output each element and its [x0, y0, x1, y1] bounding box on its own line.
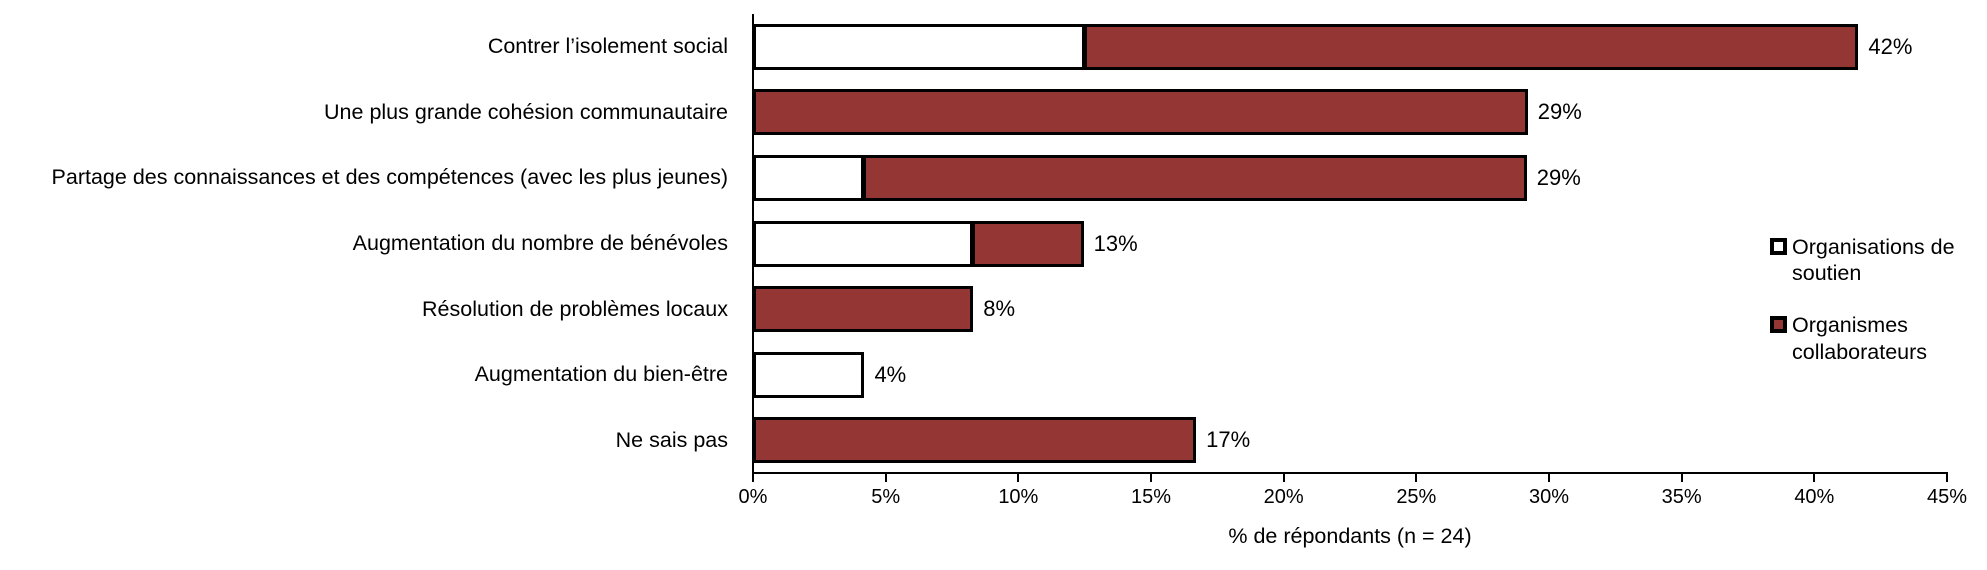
bar-row: Résolution de problèmes locaux 8% [0, 276, 1948, 342]
x-axis-tick-label: 0% [738, 486, 768, 508]
bar-value-label: 8% [983, 296, 1016, 322]
x-axis-tick-label: 35% [1661, 486, 1702, 508]
x-axis-tick-label: 5% [871, 486, 901, 508]
bar-value-label: 4% [874, 361, 907, 387]
x-axis-title: % de répondants (n = 24) [1228, 524, 1472, 548]
legend-entry: Organismes collaborateurs [1770, 312, 1957, 364]
bar-segment-organismes-collaborateurs [972, 220, 1084, 267]
bar-segment-organismes-collaborateurs [753, 89, 1528, 136]
bar-row: Contrer l’isolement social 42% [0, 14, 1948, 80]
x-axis-tick-label: 45% [1926, 486, 1968, 508]
bar-value-label: 29% [1537, 99, 1582, 125]
bar-track: 29% [753, 89, 1947, 136]
bar-row: Partage des connaissances et des compéte… [0, 145, 1948, 211]
bar-segment-organisations-de-soutien [753, 23, 1085, 70]
legend-marker-icon [1770, 316, 1787, 334]
category-label: Partage des connaissances et des compéte… [51, 165, 728, 190]
legend-label: Organisations de soutien [1792, 235, 1955, 286]
x-axis-tick [1548, 474, 1550, 482]
bar-rows-container: Contrer l’isolement social 42% Une plus gr… [0, 14, 1948, 473]
bar-segment-organismes-collaborateurs [863, 154, 1527, 201]
x-axis-tick [1415, 474, 1418, 482]
x-axis-tick-label: 40% [1794, 486, 1835, 508]
bar-segment-organisations-de-soutien [753, 351, 865, 398]
bar-value-label: 17% [1206, 427, 1251, 453]
chart-legend: Organisations de soutien Organismes colla… [1770, 234, 1957, 365]
bar-segment-organismes-collaborateurs [753, 417, 1197, 464]
category-label: Résolution de problèmes locaux [422, 296, 728, 321]
x-axis-tick [1150, 474, 1152, 482]
bar-row: Augmentation du bien-être 4% [0, 342, 1948, 408]
x-axis-tick-label: 15% [1130, 486, 1172, 508]
x-axis-tick [752, 474, 754, 482]
bar-segment-organismes-collaborateurs [753, 286, 974, 333]
bar-track: 29% [753, 154, 1947, 201]
bar-track: 13% [753, 220, 1947, 267]
bar-segment-organisations-de-soutien [753, 220, 974, 267]
x-axis-tick [1017, 474, 1020, 482]
bar-value-label: 13% [1093, 230, 1138, 256]
bar-row: Augmentation du nombre de bénévoles 13% [0, 211, 1948, 277]
category-label: Augmentation du bien-être [474, 362, 728, 387]
legend-entry: Organisations de soutien [1770, 234, 1957, 286]
x-axis-tick-label: 20% [1263, 486, 1304, 508]
bar-track: 8% [753, 286, 1947, 333]
x-axis-tick [1680, 474, 1683, 482]
bar-row: Une plus grande cohésion communautaire 29… [0, 80, 1948, 146]
x-axis-tick [1282, 474, 1285, 482]
x-axis-tick-label: 10% [998, 486, 1039, 508]
bar-value-label: 42% [1868, 33, 1913, 59]
x-axis-line [752, 472, 1948, 474]
bar-row: Ne sais pas 17% [0, 407, 1948, 473]
category-label: Ne sais pas [615, 427, 728, 452]
bar-track: 4% [753, 351, 1947, 398]
bar-segment-organismes-collaborateurs [1083, 23, 1859, 70]
category-label: Augmentation du nombre de bénévoles [352, 231, 728, 256]
x-axis-tick-label: 25% [1396, 486, 1437, 508]
category-label: Contrer l’isolement social [487, 34, 728, 59]
legend-label: Organismes collaborateurs [1792, 313, 1928, 364]
category-label: Une plus grande cohésion communautaire [324, 99, 728, 124]
x-axis-tick-label: 30% [1528, 486, 1570, 508]
bar-value-label: 29% [1536, 164, 1581, 190]
legend-marker-icon [1770, 238, 1787, 255]
y-axis-line [752, 14, 754, 474]
x-axis-tick [1813, 474, 1816, 482]
x-axis-tick [884, 474, 887, 482]
bar-track: 17% [753, 417, 1947, 464]
x-axis-tick [1946, 474, 1948, 482]
bar-segment-organisations-de-soutien [753, 154, 865, 201]
bar-track: 42% [753, 23, 1947, 70]
